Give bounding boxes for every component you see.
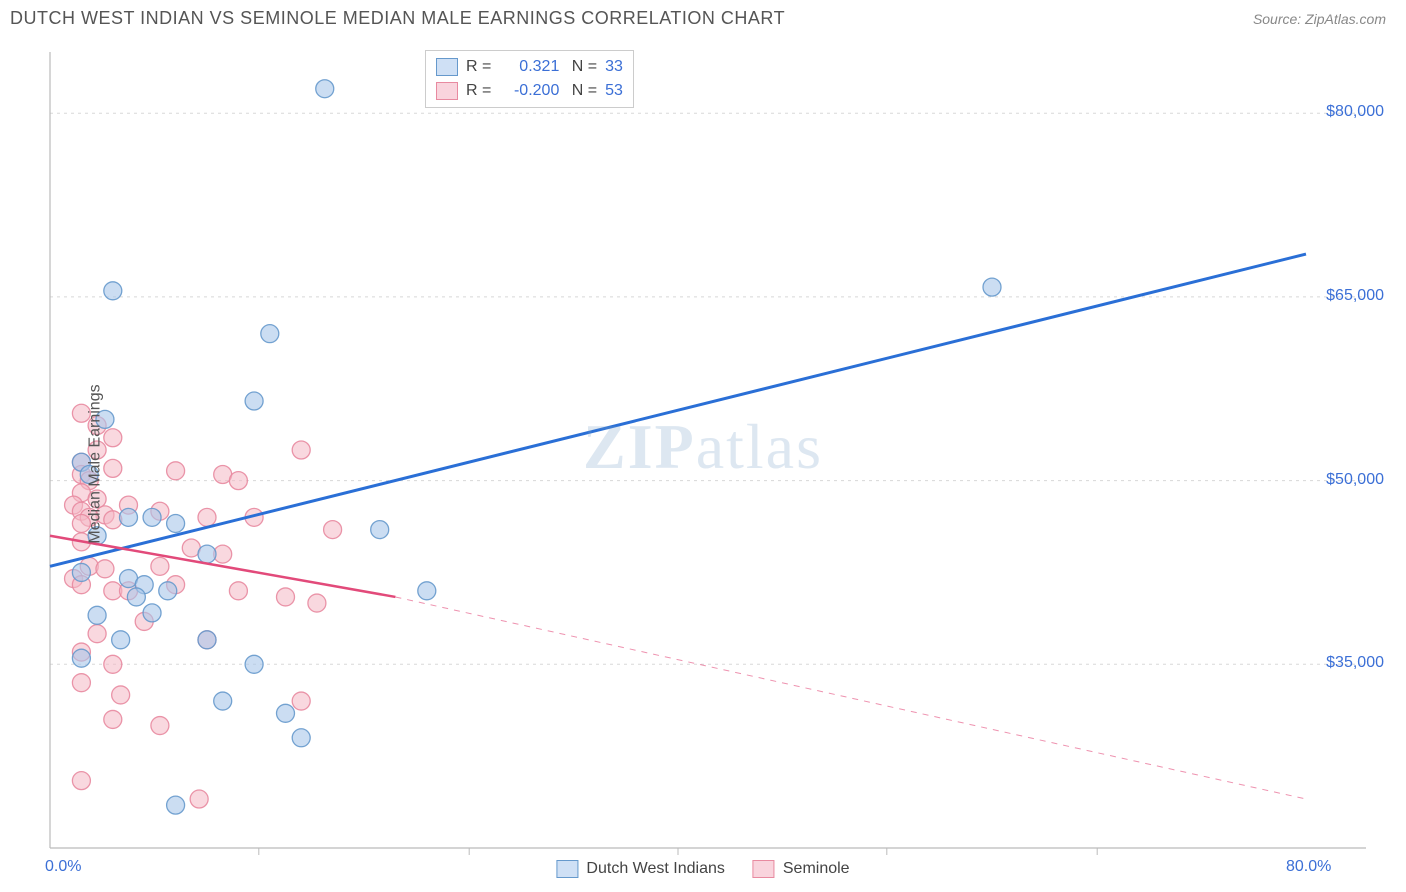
r-value-series2: -0.200 bbox=[499, 79, 559, 103]
chart-container: Median Male Earnings ZIPatlas R = 0.321 … bbox=[10, 46, 1396, 882]
chart-header: DUTCH WEST INDIAN VS SEMINOLE MEDIAN MAL… bbox=[0, 0, 1406, 37]
swatch-series2 bbox=[436, 82, 458, 100]
r-label: R = bbox=[466, 55, 491, 79]
y-tick-label: $80,000 bbox=[1326, 103, 1384, 121]
scatter-plot bbox=[10, 46, 1396, 882]
chart-source: Source: ZipAtlas.com bbox=[1253, 11, 1386, 27]
swatch-series1 bbox=[436, 58, 458, 76]
swatch-series1 bbox=[556, 860, 578, 878]
n-label: N = bbox=[567, 55, 597, 79]
n-value-series2: 53 bbox=[605, 79, 623, 103]
x-tick-min: 0.0% bbox=[45, 858, 81, 876]
legend-row-series2: R = -0.200 N = 53 bbox=[436, 79, 623, 103]
legend-label-series1: Dutch West Indians bbox=[586, 860, 724, 878]
swatch-series2 bbox=[753, 860, 775, 878]
r-value-series1: 0.321 bbox=[499, 55, 559, 79]
y-tick-label: $50,000 bbox=[1326, 471, 1384, 489]
y-tick-label: $65,000 bbox=[1326, 287, 1384, 305]
y-axis-label: Median Male Earnings bbox=[87, 384, 105, 543]
legend-item-series2: Seminole bbox=[753, 860, 850, 878]
r-label: R = bbox=[466, 79, 491, 103]
x-tick-max: 80.0% bbox=[1286, 858, 1331, 876]
legend-row-series1: R = 0.321 N = 33 bbox=[436, 55, 623, 79]
legend-label-series2: Seminole bbox=[783, 860, 850, 878]
correlation-legend: R = 0.321 N = 33 R = -0.200 N = 53 bbox=[425, 50, 634, 108]
n-label: N = bbox=[567, 79, 597, 103]
series-legend: Dutch West Indians Seminole bbox=[556, 860, 849, 878]
n-value-series1: 33 bbox=[605, 55, 623, 79]
chart-title: DUTCH WEST INDIAN VS SEMINOLE MEDIAN MAL… bbox=[10, 8, 785, 29]
y-tick-label: $35,000 bbox=[1326, 654, 1384, 672]
legend-item-series1: Dutch West Indians bbox=[556, 860, 724, 878]
